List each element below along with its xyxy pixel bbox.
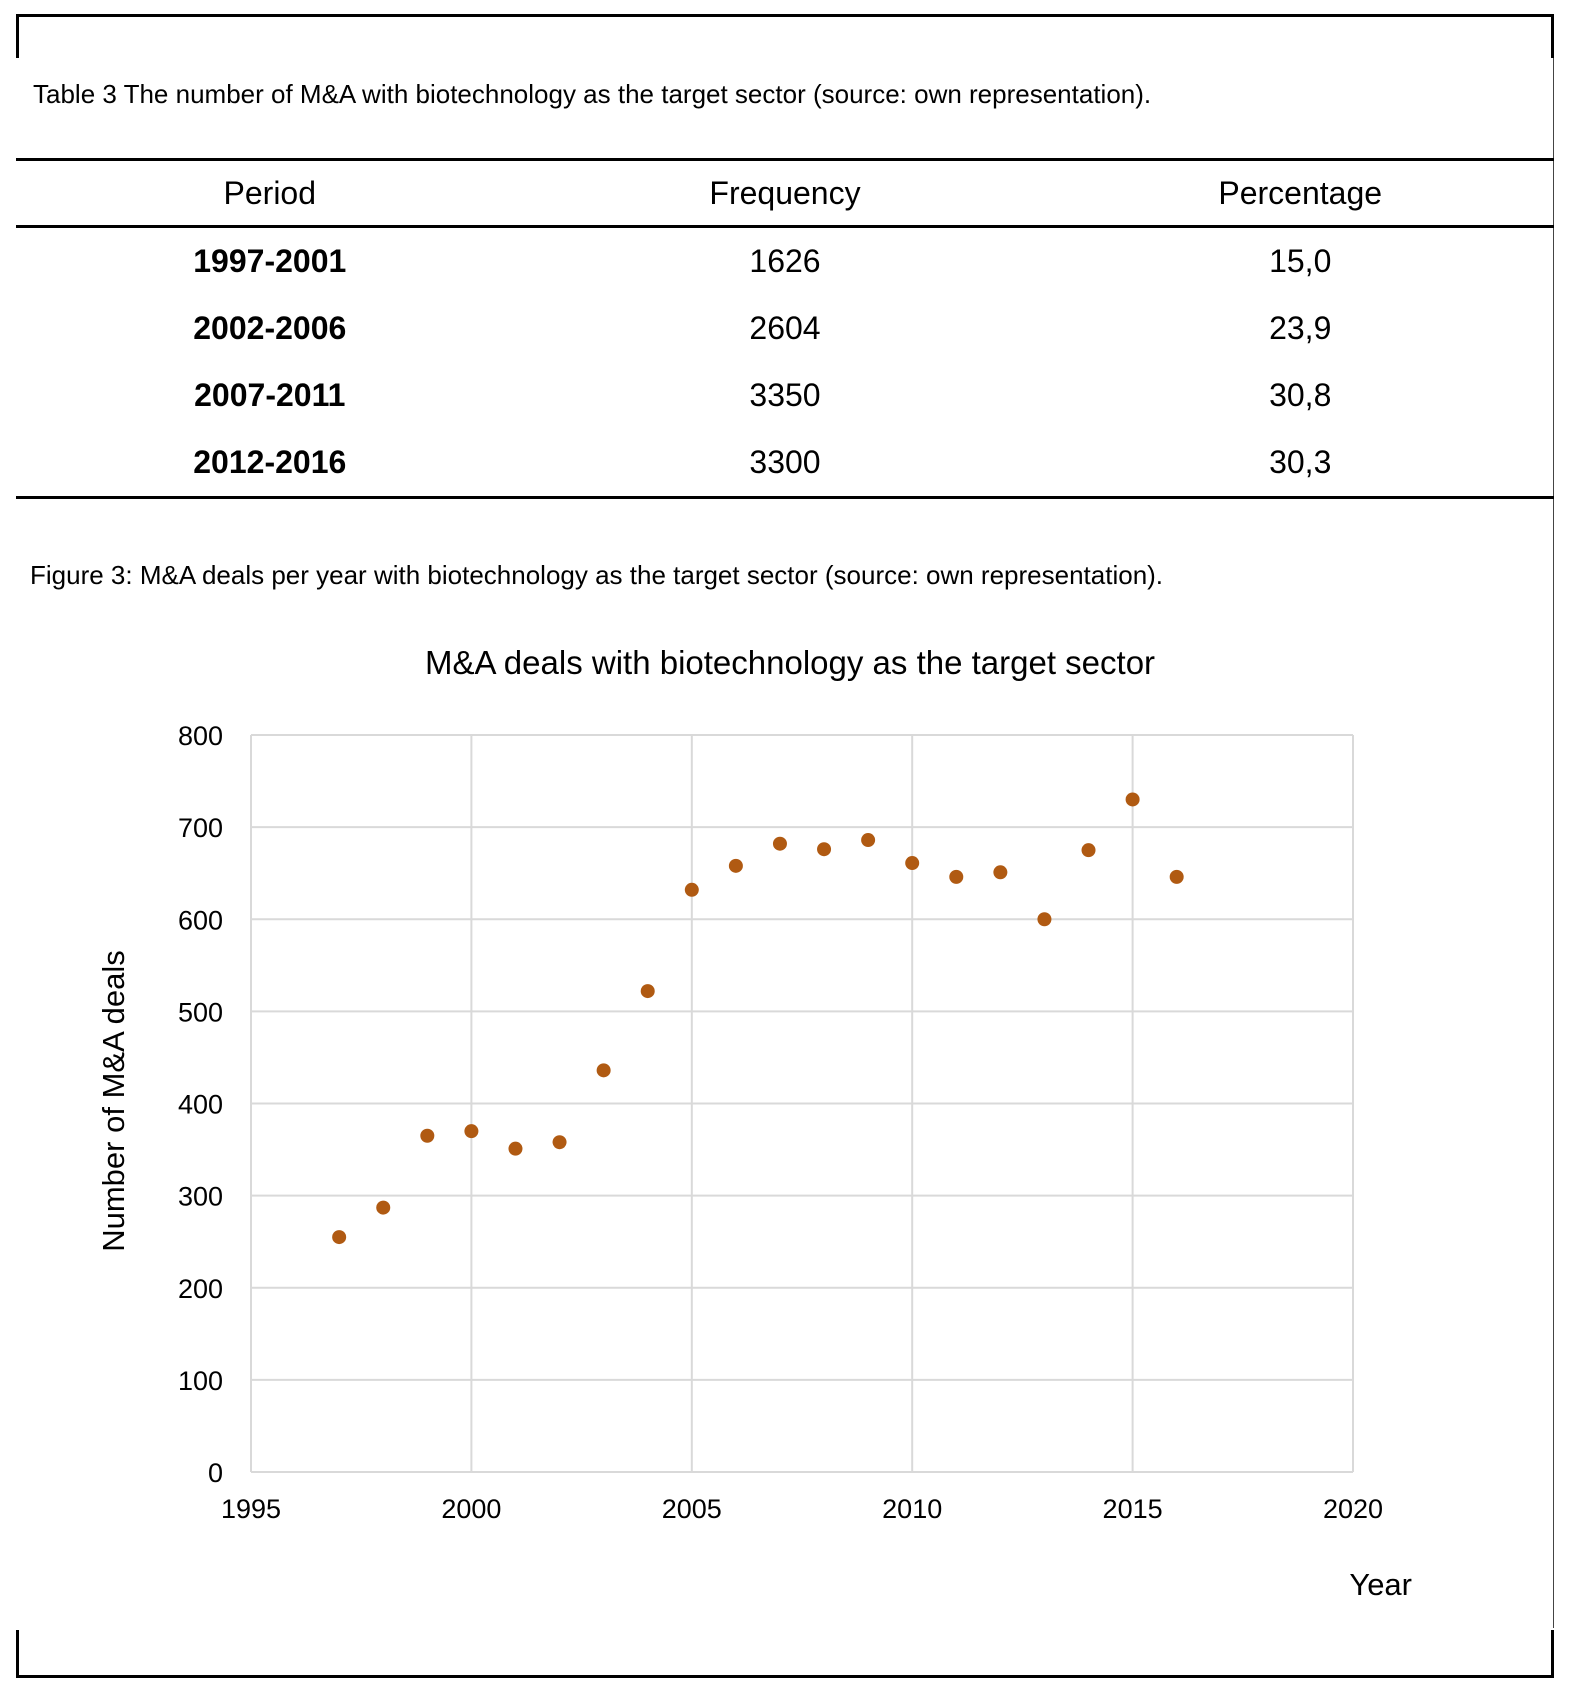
- frame-bottom-edge: [16, 1675, 1554, 1678]
- data-point: [949, 869, 964, 884]
- frame-top-left-tick: [16, 14, 19, 58]
- header-percentage: Percentage: [1046, 158, 1554, 228]
- data-point: [861, 833, 876, 848]
- chart-title: M&A deals with biotechnology as the targ…: [425, 644, 1155, 681]
- frame-bottom-right-tick: [1551, 1630, 1554, 1678]
- data-point: [640, 984, 655, 999]
- x-tick-label: 2010: [882, 1494, 942, 1524]
- x-tick-label: 2000: [441, 1494, 501, 1524]
- y-tick-label: 200: [178, 1274, 223, 1304]
- cell-period: 2012-2016: [16, 429, 524, 499]
- data-point: [376, 1200, 391, 1215]
- cell-percentage: 23,9: [1269, 310, 1332, 346]
- data-point: [464, 1124, 479, 1139]
- data-point: [1125, 792, 1140, 807]
- data-point: [1169, 869, 1184, 884]
- y-tick-label: 600: [178, 905, 223, 935]
- y-tick-label: 800: [178, 721, 223, 751]
- cell-frequency: 3300: [523, 429, 1047, 499]
- x-axis-label: Year: [1349, 1567, 1412, 1602]
- x-tick-label: 2020: [1323, 1494, 1383, 1524]
- data-point: [596, 1063, 611, 1078]
- scatter-chart: M&A deals with biotechnology as the targ…: [96, 644, 1412, 1602]
- x-tick-label: 1995: [221, 1494, 281, 1524]
- cell-percentage: 30,8: [1269, 377, 1332, 413]
- data-point: [993, 865, 1008, 880]
- data-point: [332, 1230, 347, 1245]
- data-points: [332, 792, 1184, 1245]
- table-row: 1997-2001 1626 15,0: [16, 227, 1554, 296]
- data-point: [728, 858, 743, 873]
- table-caption: Table 3 The number of M&A with biotechno…: [33, 79, 1152, 109]
- y-tick-label: 400: [178, 1090, 223, 1120]
- cell-period: 2002-2006: [193, 310, 347, 346]
- header-frequency: Frequency: [523, 158, 1047, 228]
- grid-layer: [250, 734, 1354, 1473]
- y-tick-label: 0: [208, 1458, 223, 1488]
- y-tick-label: 700: [178, 813, 223, 843]
- data-point: [1037, 912, 1052, 927]
- cell-frequency: 2604: [749, 310, 821, 346]
- data-point: [508, 1141, 523, 1156]
- figure-caption: Figure 3: M&A deals per year with biotec…: [30, 560, 1164, 590]
- data-point: [905, 856, 920, 871]
- page-frame: [16, 14, 1554, 1678]
- tick-labels: 0 100 200 300 400 500 600 700 800 1995 2000 2005 201…: [178, 721, 1383, 1524]
- cell-period: 2007-2011: [194, 377, 346, 413]
- data-point: [552, 1135, 567, 1150]
- frame-right-edge: [1553, 58, 1554, 1628]
- cell-period: 1997-2001: [193, 243, 347, 279]
- cell-frequency: 1626: [749, 243, 821, 279]
- data-point: [1081, 843, 1096, 858]
- y-tick-label: 100: [178, 1366, 223, 1396]
- cell-percentage: 30,3: [1046, 429, 1554, 499]
- y-axis-label: Number of M&A deals: [96, 950, 131, 1252]
- x-tick-label: 2005: [662, 1494, 722, 1524]
- cell-percentage: 15,0: [1269, 243, 1332, 279]
- data-point: [772, 836, 787, 851]
- data-point: [817, 842, 832, 857]
- deals-table: Period Frequency Percentage 1997-2001 16…: [16, 158, 1554, 499]
- frame-top-edge: [16, 14, 1554, 17]
- data-point: [684, 882, 699, 897]
- y-tick-label: 300: [178, 1182, 223, 1212]
- cell-frequency: 3350: [749, 377, 821, 413]
- frame-bottom-left-tick: [16, 1630, 19, 1678]
- y-tick-label: 500: [178, 997, 223, 1027]
- table-header-row: Period Frequency Percentage: [16, 158, 1554, 228]
- data-point: [420, 1128, 435, 1143]
- table-row: 2012-2016 3300 30,3: [16, 429, 1554, 499]
- frame-top-right-tick: [1551, 14, 1554, 58]
- table-row: 2007-2011 3350 30,8: [16, 362, 1554, 429]
- x-tick-label: 2015: [1103, 1494, 1163, 1524]
- table-row: 2002-2006 2604 23,9: [16, 295, 1554, 362]
- header-period: Period: [16, 158, 524, 228]
